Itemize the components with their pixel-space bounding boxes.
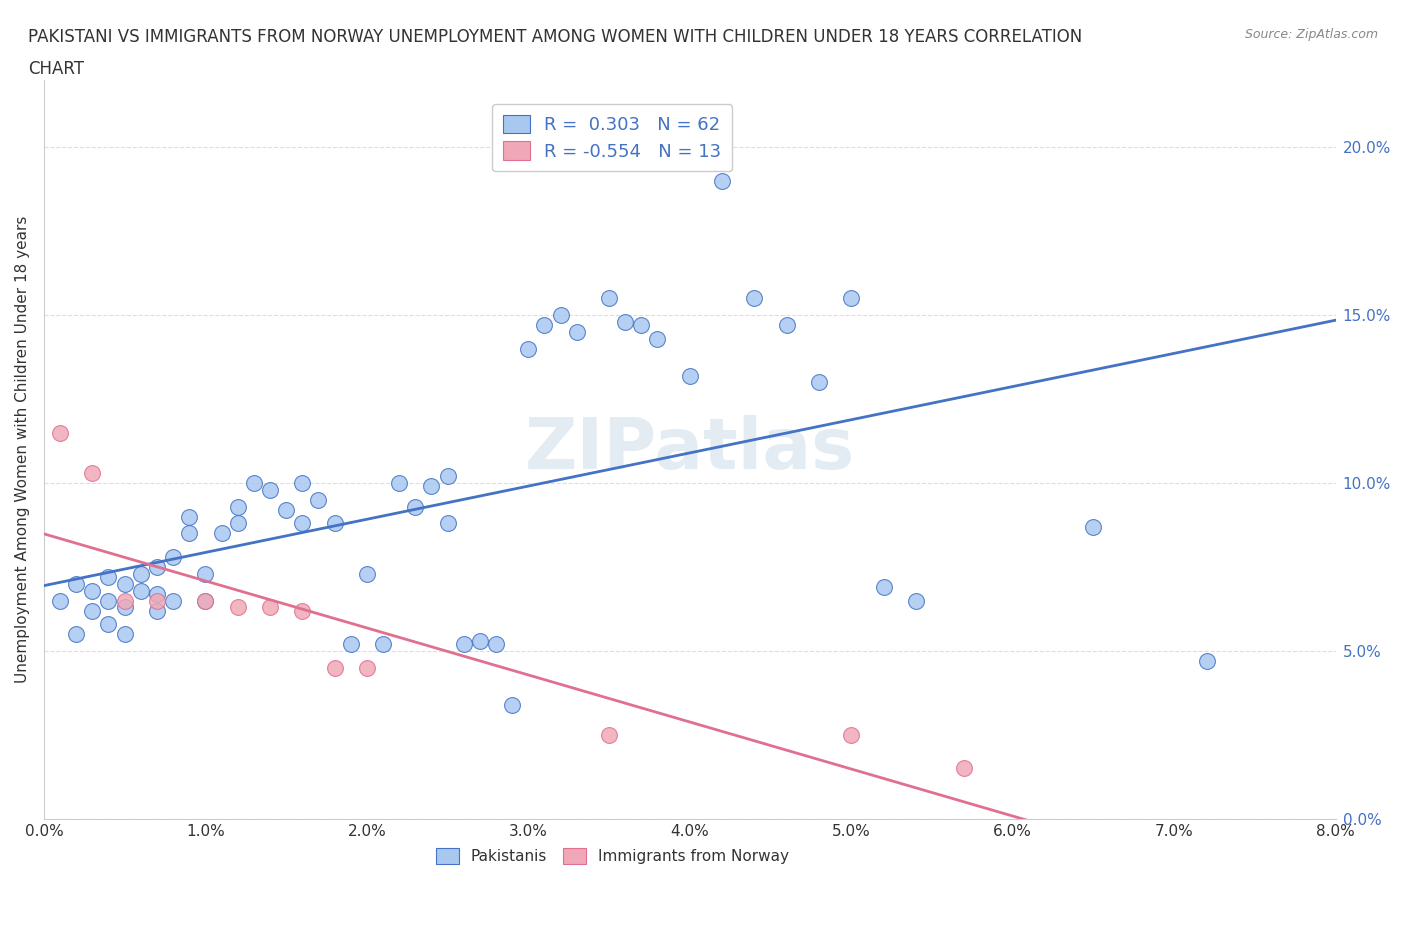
Point [323, 516, 346, 531]
Point [904, 593, 927, 608]
Point [630, 318, 652, 333]
Point [807, 375, 830, 390]
Point [307, 492, 329, 507]
Point [49, 425, 72, 440]
Point [259, 600, 281, 615]
Text: Source: ZipAtlas.com: Source: ZipAtlas.com [1244, 28, 1378, 41]
Point [517, 341, 540, 356]
Point [356, 566, 378, 581]
Point [114, 627, 136, 642]
Point [65, 577, 87, 591]
Point [259, 483, 281, 498]
Point [291, 604, 314, 618]
Point [501, 698, 523, 712]
Point [388, 475, 411, 490]
Point [550, 308, 572, 323]
Point [274, 502, 297, 517]
Point [82, 466, 104, 481]
Text: PAKISTANI VS IMMIGRANTS FROM NORWAY UNEMPLOYMENT AMONG WOMEN WITH CHILDREN UNDER: PAKISTANI VS IMMIGRANTS FROM NORWAY UNEM… [28, 28, 1083, 46]
Point [533, 318, 555, 333]
Point [146, 593, 169, 608]
Point [226, 600, 249, 615]
Point [565, 325, 588, 339]
Point [598, 727, 620, 742]
Point [194, 593, 217, 608]
Point [468, 633, 491, 648]
Point [146, 560, 169, 575]
Point [679, 368, 702, 383]
Text: CHART: CHART [28, 60, 84, 78]
Point [129, 583, 152, 598]
Point [194, 593, 217, 608]
Point [179, 510, 201, 525]
Point [114, 577, 136, 591]
Text: ZIPatlas: ZIPatlas [524, 415, 855, 484]
Point [404, 499, 426, 514]
Point [243, 475, 266, 490]
Point [711, 173, 734, 188]
Point [129, 566, 152, 581]
Legend: Pakistanis, Immigrants from Norway: Pakistanis, Immigrants from Norway [430, 842, 794, 870]
Point [744, 291, 766, 306]
Point [49, 593, 72, 608]
Point [839, 727, 862, 742]
Point [65, 627, 87, 642]
Point [598, 291, 620, 306]
Point [323, 660, 346, 675]
Point [194, 566, 217, 581]
Point [114, 600, 136, 615]
Point [211, 526, 233, 541]
Point [872, 579, 894, 594]
Point [776, 318, 799, 333]
Point [291, 475, 314, 490]
Point [114, 593, 136, 608]
Point [420, 479, 443, 494]
Point [647, 331, 669, 346]
Point [291, 516, 314, 531]
Point [371, 637, 394, 652]
Point [485, 637, 508, 652]
Point [1083, 519, 1105, 534]
Point [97, 570, 120, 585]
Point [356, 660, 378, 675]
Point [146, 604, 169, 618]
Point [1195, 654, 1218, 669]
Point [839, 291, 862, 306]
Point [436, 516, 458, 531]
Point [82, 604, 104, 618]
Point [953, 761, 976, 776]
Point [82, 583, 104, 598]
Point [162, 593, 184, 608]
Point [453, 637, 475, 652]
Point [436, 469, 458, 484]
Point [226, 499, 249, 514]
Point [339, 637, 361, 652]
Point [97, 593, 120, 608]
Point [614, 314, 637, 329]
Point [97, 617, 120, 631]
Point [146, 587, 169, 602]
Point [162, 550, 184, 565]
Point [179, 526, 201, 541]
Y-axis label: Unemployment Among Women with Children Under 18 years: Unemployment Among Women with Children U… [15, 216, 30, 684]
Point [226, 516, 249, 531]
